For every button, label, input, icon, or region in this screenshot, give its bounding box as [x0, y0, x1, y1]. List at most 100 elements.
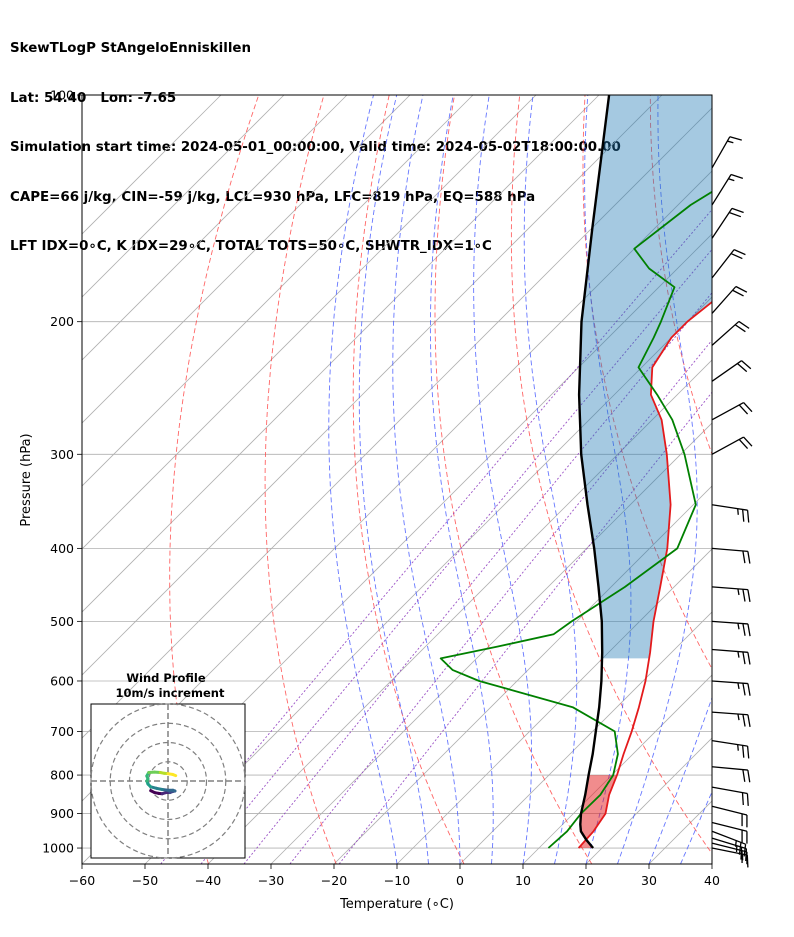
- plot-area: [82, 95, 794, 864]
- isotherm-line: [522, 674, 712, 864]
- wind-barb: [711, 249, 746, 279]
- dry-adiabat-line: [352, 95, 465, 864]
- moist-adiabat-line: [523, 95, 578, 864]
- hodograph-ring: [109, 722, 227, 840]
- temperature-trace: [577, 300, 712, 849]
- dry-adiabat-line: [434, 95, 593, 864]
- isotherm-line: [82, 95, 600, 613]
- dry-adiabat-lines: [169, 95, 794, 864]
- x-tick-label: 20: [578, 873, 594, 888]
- y-axis-label: Pressure (hPa): [19, 433, 34, 526]
- wind-barb: [711, 402, 753, 421]
- isotherm-line: [459, 611, 712, 864]
- index-line: LFT IDX=0∘C, K IDX=29∘C, TOTAL TOTS=50∘C…: [10, 239, 492, 254]
- wind-barb: [711, 285, 748, 314]
- wind-barb: [711, 173, 744, 206]
- dry-adiabat-line: [510, 95, 712, 855]
- wind-barb: [711, 821, 748, 844]
- y-tick-label: 800: [50, 768, 74, 783]
- moist-adiabat-line: [328, 95, 398, 864]
- isotherm-line: [82, 95, 222, 235]
- moist-adiabat-line: [617, 95, 698, 864]
- wind-barb: [711, 648, 751, 665]
- isotherm-line: [333, 485, 712, 864]
- wind-barb: [711, 830, 747, 857]
- hodograph-inset: Wind Profile 10m/s increment: [90, 671, 246, 859]
- mixing-ratio-line: [338, 391, 712, 864]
- wind-barb: [711, 805, 748, 828]
- mixing-ratio-line: [289, 339, 712, 864]
- wind-barb: [711, 504, 750, 523]
- y-tick-label: 500: [50, 614, 74, 629]
- x-tick-label: −30: [258, 873, 284, 888]
- dry-adiabat-line: [264, 95, 337, 864]
- isotherm-line: [396, 548, 712, 864]
- x-axis-ticks: −60 −50 −40 −30 −20 −10 0 10 20 30 40: [69, 864, 720, 888]
- x-tick-label: 30: [641, 873, 657, 888]
- isotherm-line: [82, 95, 348, 361]
- y-tick-label: 300: [50, 447, 74, 462]
- isotherm-line: [82, 107, 712, 739]
- moist-adiabat-line: [358, 95, 429, 864]
- x-tick-label: −10: [384, 873, 410, 888]
- wind-barb: [711, 586, 751, 602]
- isotherm-line: [711, 863, 712, 864]
- isotherm-line: [82, 95, 474, 487]
- wind-barb: [711, 739, 750, 759]
- x-tick-label: 40: [704, 873, 720, 888]
- parcel-profile-trace: [577, 95, 611, 849]
- pressure-gridlines: [82, 95, 712, 849]
- x-tick-label: 0: [456, 873, 464, 888]
- hodograph-title: Wind Profile: [126, 671, 206, 685]
- y-tick-label: 400: [50, 541, 74, 556]
- x-tick-label: −20: [321, 873, 347, 888]
- x-tick-label: −40: [195, 873, 221, 888]
- wind-barb: [711, 436, 753, 455]
- y-tick-label: 100: [50, 88, 74, 103]
- isotherm-line: [82, 95, 411, 424]
- y-tick-label: 1000: [42, 841, 74, 856]
- wind-barb: [711, 320, 750, 346]
- wind-barb: [711, 547, 751, 564]
- wind-barb: [711, 786, 749, 806]
- cape-line: CAPE=66 j/kg, CIN=-59 j/kg, LCL=930 hPa,…: [10, 189, 536, 205]
- wind-barb: [711, 360, 752, 382]
- x-tick-label: −50: [132, 873, 158, 888]
- moist-adiabat-lines: [328, 95, 712, 864]
- x-tick-label: 10: [515, 873, 531, 888]
- chart-title: SkewTLogP StAngeloEnniskillen: [10, 41, 252, 56]
- y-tick-label: 700: [50, 724, 74, 739]
- y-tick-label: 900: [50, 806, 74, 821]
- dry-adiabat-line: [169, 95, 260, 864]
- mixing-ratio-line: [243, 292, 712, 864]
- wind-barbs: [711, 136, 753, 868]
- isotherm-line: [82, 95, 537, 550]
- dry-adiabat-line: [781, 95, 794, 864]
- dry-adiabat-line: [582, 95, 712, 670]
- chart-header: SkewTLogP StAngeloEnniskillen Lat: 54.40…: [10, 8, 621, 272]
- moist-adiabat-line: [680, 790, 712, 864]
- wind-barb: [711, 680, 751, 696]
- profile-traces: [439, 95, 712, 849]
- wind-barb: [711, 207, 744, 239]
- y-tick-label: 600: [50, 673, 74, 688]
- wind-barb: [711, 620, 751, 637]
- hodograph-segment: [171, 772, 178, 778]
- cin-shading: [578, 775, 617, 848]
- isotherm-line: [82, 95, 663, 676]
- location-line: Lat: 54.40 Lon: -7.65: [10, 90, 177, 106]
- isotherm-line: [270, 422, 712, 864]
- x-axis-label: Temperature (∘C): [339, 897, 454, 912]
- isotherm-line: [82, 95, 285, 298]
- x-tick-label: −60: [69, 873, 95, 888]
- y-tick-label: 200: [50, 314, 74, 329]
- moist-adiabat-line: [648, 696, 712, 864]
- y-axis-ticks: 1000 900 800 700 600 500 400 300 200 100: [42, 88, 82, 856]
- isotherm-line: [144, 296, 712, 864]
- dry-adiabat-line: [716, 95, 794, 864]
- wind-barb: [711, 136, 742, 169]
- isotherm-line: [207, 359, 712, 864]
- dewpoint-trace: [439, 190, 712, 849]
- wind-barb: [711, 766, 751, 783]
